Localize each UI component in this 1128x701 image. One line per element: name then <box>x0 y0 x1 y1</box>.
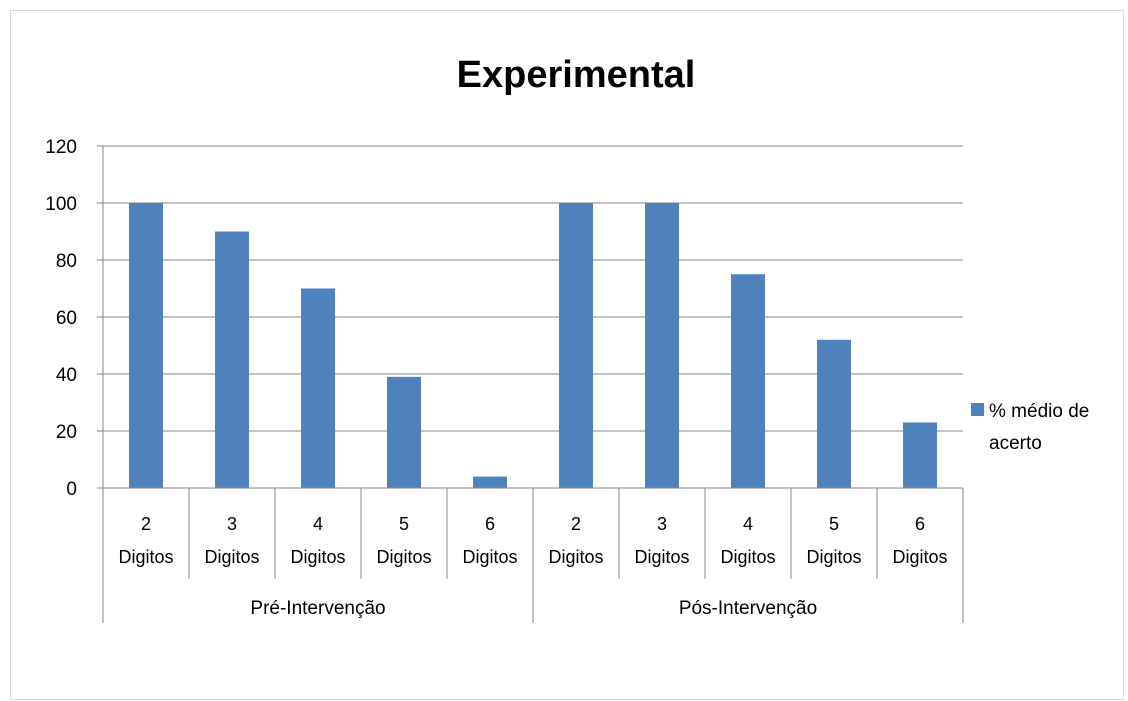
x-category-label: 3 <box>657 514 667 534</box>
bar <box>215 231 249 488</box>
x-category-label: 5 <box>399 514 409 534</box>
x-category-label: 6 <box>915 514 925 534</box>
x-category-label: Digitos <box>720 547 775 567</box>
x-category-label: 3 <box>227 514 237 534</box>
x-category-label: Digitos <box>634 547 689 567</box>
x-category-label: 5 <box>829 514 839 534</box>
legend-label: acerto <box>989 433 1042 454</box>
y-tick-label: 20 <box>56 422 77 443</box>
x-category-label: Digitos <box>548 547 603 567</box>
x-category-label: 2 <box>141 514 151 534</box>
legend: % médio de acerto <box>971 401 1089 454</box>
x-category-label: 4 <box>743 514 753 534</box>
x-category-label: Digitos <box>376 547 431 567</box>
x-category-label: Digitos <box>892 547 947 567</box>
bar <box>817 339 851 488</box>
legend-swatch <box>971 403 984 416</box>
bar-chart: Experimental 0 20 40 60 80 100 120 2 Digitos 3 Dig… <box>45 54 1089 623</box>
labels: 0 20 40 60 80 100 120 2 Digitos 3 Digitos 4 Digitos 5… <box>45 137 947 619</box>
y-tick-label: 60 <box>56 308 77 329</box>
y-tick-label: 80 <box>56 251 77 272</box>
x-category-label: Digitos <box>118 547 173 567</box>
y-tick-label: 0 <box>66 479 77 500</box>
axes <box>97 145 964 623</box>
x-category-label: Digitos <box>204 547 259 567</box>
bar <box>645 203 679 488</box>
x-group-label: Pós-Intervenção <box>679 598 817 619</box>
bar <box>129 203 163 488</box>
x-category-label: 2 <box>571 514 581 534</box>
bar <box>301 288 335 488</box>
x-category-label: 4 <box>313 514 323 534</box>
x-category-label: Digitos <box>806 547 861 567</box>
chart-title: Experimental <box>457 54 696 96</box>
x-group-label: Pré-Intervenção <box>250 598 385 619</box>
bars <box>129 203 937 488</box>
x-category-label: 6 <box>485 514 495 534</box>
x-category-label: Digitos <box>462 547 517 567</box>
bar <box>559 203 593 488</box>
x-category-label: Digitos <box>290 547 345 567</box>
y-tick-label: 100 <box>45 194 77 215</box>
legend-label: % médio de <box>989 401 1089 422</box>
y-tick-label: 40 <box>56 365 77 386</box>
bar <box>903 422 937 488</box>
bar <box>473 476 507 488</box>
bar <box>731 274 765 488</box>
chart-frame: Experimental 0 20 40 60 80 100 120 2 Digitos 3 Dig… <box>10 10 1124 700</box>
bar <box>387 376 421 488</box>
y-tick-label: 120 <box>45 137 77 158</box>
